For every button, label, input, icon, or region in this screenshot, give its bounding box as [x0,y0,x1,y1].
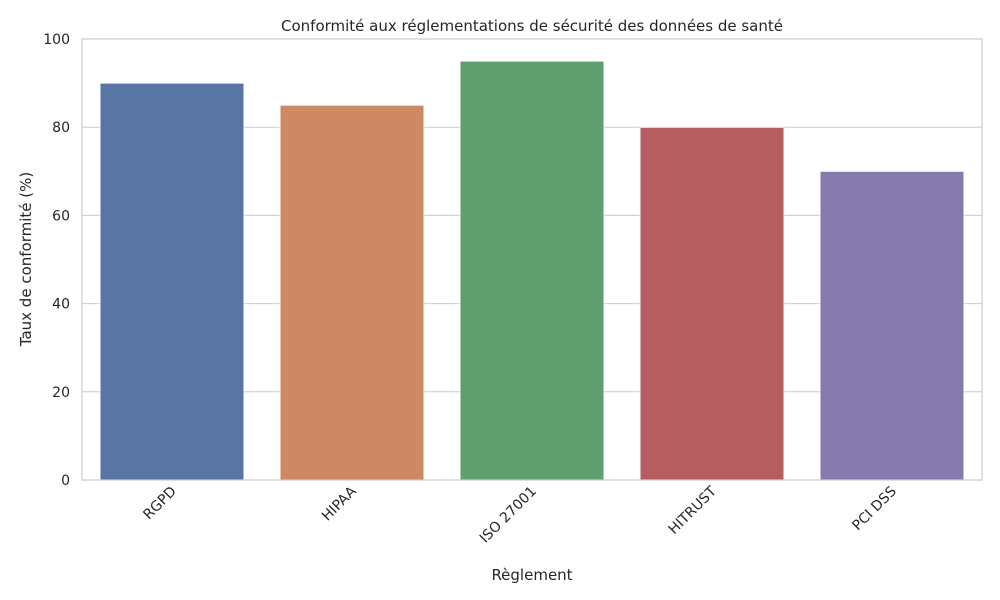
bar-rgpd [99,82,245,481]
x-tick-label: HITRUST [666,483,720,537]
y-tick-label: 60 [52,208,70,224]
y-tick-label: 80 [52,120,70,136]
y-tick-label: 40 [52,297,70,313]
bar-hipaa [279,104,425,481]
bar-iso-27001 [459,60,605,481]
x-tick-label: HIPAA [319,483,360,524]
x-axis-label: Règlement [491,566,572,584]
y-tick-label: 100 [43,32,70,48]
bar-pci-dss [819,170,965,481]
x-tick-labels: RGPD HIPAA ISO 27001 HITRUST PCI DSS [140,483,900,546]
x-tick-label: PCI DSS [849,483,900,534]
y-tick-label: 0 [61,473,70,489]
bars-group [99,60,965,481]
x-tick-label: ISO 27001 [477,484,540,547]
y-axis-label: Taux de conformité (%) [17,172,35,347]
plot-frame [81,38,983,481]
y-tick-label: 20 [52,385,70,401]
y-tick-labels: 0 20 40 60 80 100 [43,32,70,489]
bar-hitrust [639,126,785,481]
chart-title: Conformité aux réglementations de sécuri… [281,17,783,35]
x-tick-label: RGPD [140,484,179,523]
